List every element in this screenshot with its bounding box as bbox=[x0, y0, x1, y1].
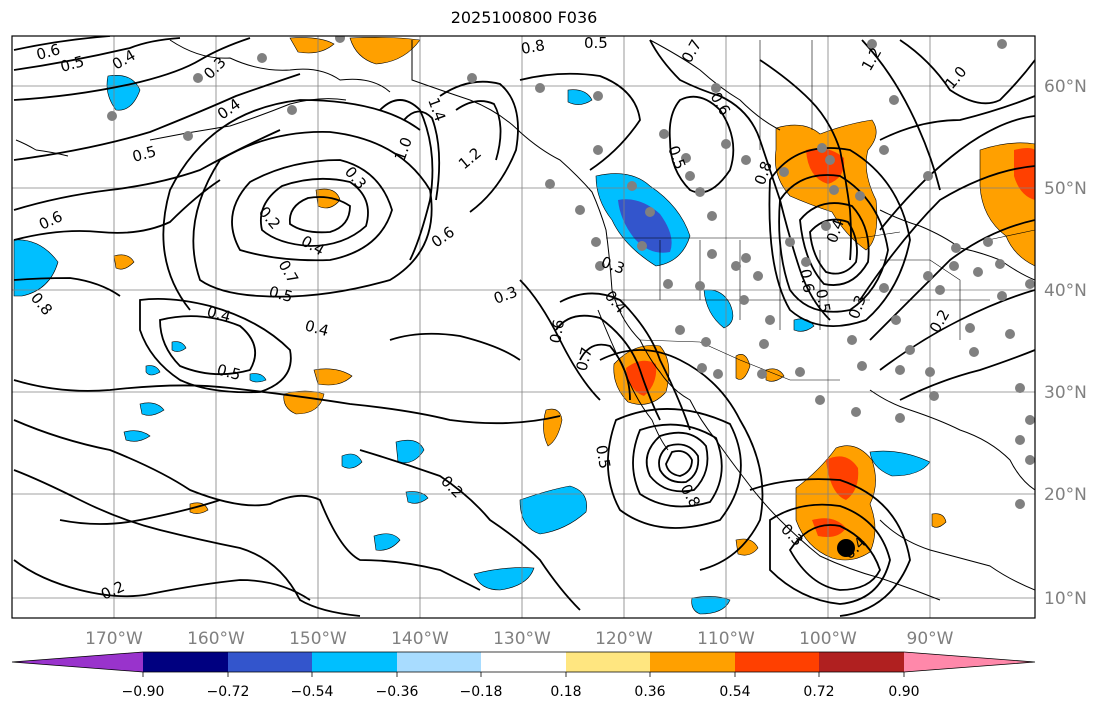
colorbar-segment bbox=[650, 652, 735, 672]
contour-label: 0.5 bbox=[584, 34, 608, 52]
contour-label: 0.6 bbox=[796, 268, 818, 295]
colorbar-segment bbox=[228, 652, 312, 672]
lon-tick-label: 170°W bbox=[85, 629, 143, 649]
colorbar-segment bbox=[397, 652, 481, 672]
colorbar-under-extension bbox=[12, 652, 143, 672]
colorbar-segment bbox=[819, 652, 904, 672]
contour-label: 0.5 bbox=[812, 288, 834, 315]
hurricane-center-marker bbox=[837, 539, 855, 557]
map-frame bbox=[11, 35, 1036, 619]
contour-label: 0.5 bbox=[592, 444, 614, 471]
colorbar-segment bbox=[143, 652, 228, 672]
lat-tick-label: 20°N bbox=[1044, 485, 1087, 505]
contours bbox=[13, 36, 1035, 617]
contour-label: 0.4 bbox=[303, 316, 331, 340]
colorbar-segment bbox=[312, 652, 397, 672]
latitude-axis: 60°N 50°N 40°N 30°N 20°N 10°N bbox=[1044, 77, 1087, 609]
lon-tick-label: 90°W bbox=[907, 629, 954, 649]
lat-tick-label: 50°N bbox=[1044, 179, 1087, 199]
contour-label: 0.5 bbox=[130, 142, 158, 166]
station-markers bbox=[107, 36, 1035, 509]
lat-tick-label: 40°N bbox=[1044, 281, 1087, 301]
contour-label: 0.6 bbox=[34, 40, 62, 64]
lat-tick-label: 60°N bbox=[1044, 77, 1087, 97]
contour-label: 0.6 bbox=[546, 318, 568, 345]
negative-core bbox=[618, 199, 672, 253]
contour-label: 0.5 bbox=[58, 52, 86, 76]
colorbar-segment bbox=[481, 652, 566, 672]
lon-tick-label: 140°W bbox=[391, 629, 449, 649]
colorbar-over-extension bbox=[904, 652, 1035, 672]
chart-title: 2025100800 F036 bbox=[450, 8, 598, 27]
lat-tick-label: 30°N bbox=[1044, 383, 1087, 403]
colorbar-tick-label: 0.90 bbox=[888, 684, 919, 700]
lat-tick-label: 10°N bbox=[1044, 589, 1087, 609]
contour-label: 0.5 bbox=[215, 360, 243, 384]
lon-tick-label: 130°W bbox=[493, 629, 551, 649]
lon-tick-label: 100°W bbox=[799, 629, 857, 649]
contour-label: 0.4 bbox=[205, 302, 233, 326]
colorbar-tick-label: 0.72 bbox=[803, 684, 834, 700]
colorbar-tick-label: −0.90 bbox=[122, 684, 165, 700]
colorbar: −0.90 −0.72 −0.54 −0.36 −0.18 0.18 0.36 … bbox=[11, 651, 1036, 700]
colorbar-tick-label: 0.54 bbox=[719, 684, 750, 700]
colorbar-segment bbox=[566, 652, 650, 672]
lon-tick-label: 160°W bbox=[187, 629, 245, 649]
lon-tick-label: 120°W bbox=[595, 629, 653, 649]
colorbar-tick-label: −0.36 bbox=[376, 684, 419, 700]
colorbar-tick-label: 0.18 bbox=[550, 684, 581, 700]
colorbar-segment bbox=[735, 652, 819, 672]
lon-tick-label: 110°W bbox=[697, 629, 755, 649]
colorbar-tick-label: −0.72 bbox=[207, 684, 250, 700]
lon-tick-label: 150°W bbox=[289, 629, 347, 649]
positive-shading bbox=[113, 37, 1035, 561]
contour-label: 0.8 bbox=[520, 36, 547, 58]
longitude-axis: 170°W 160°W 150°W 140°W 130°W 120°W 110°… bbox=[85, 629, 954, 649]
contour-label: 0.7 bbox=[572, 345, 596, 373]
colorbar-tick-label: −0.54 bbox=[291, 684, 334, 700]
colorbar-tick-label: 0.36 bbox=[634, 684, 665, 700]
colorbar-tick-label: −0.18 bbox=[460, 684, 503, 700]
contour-label: 0.5 bbox=[267, 282, 295, 306]
